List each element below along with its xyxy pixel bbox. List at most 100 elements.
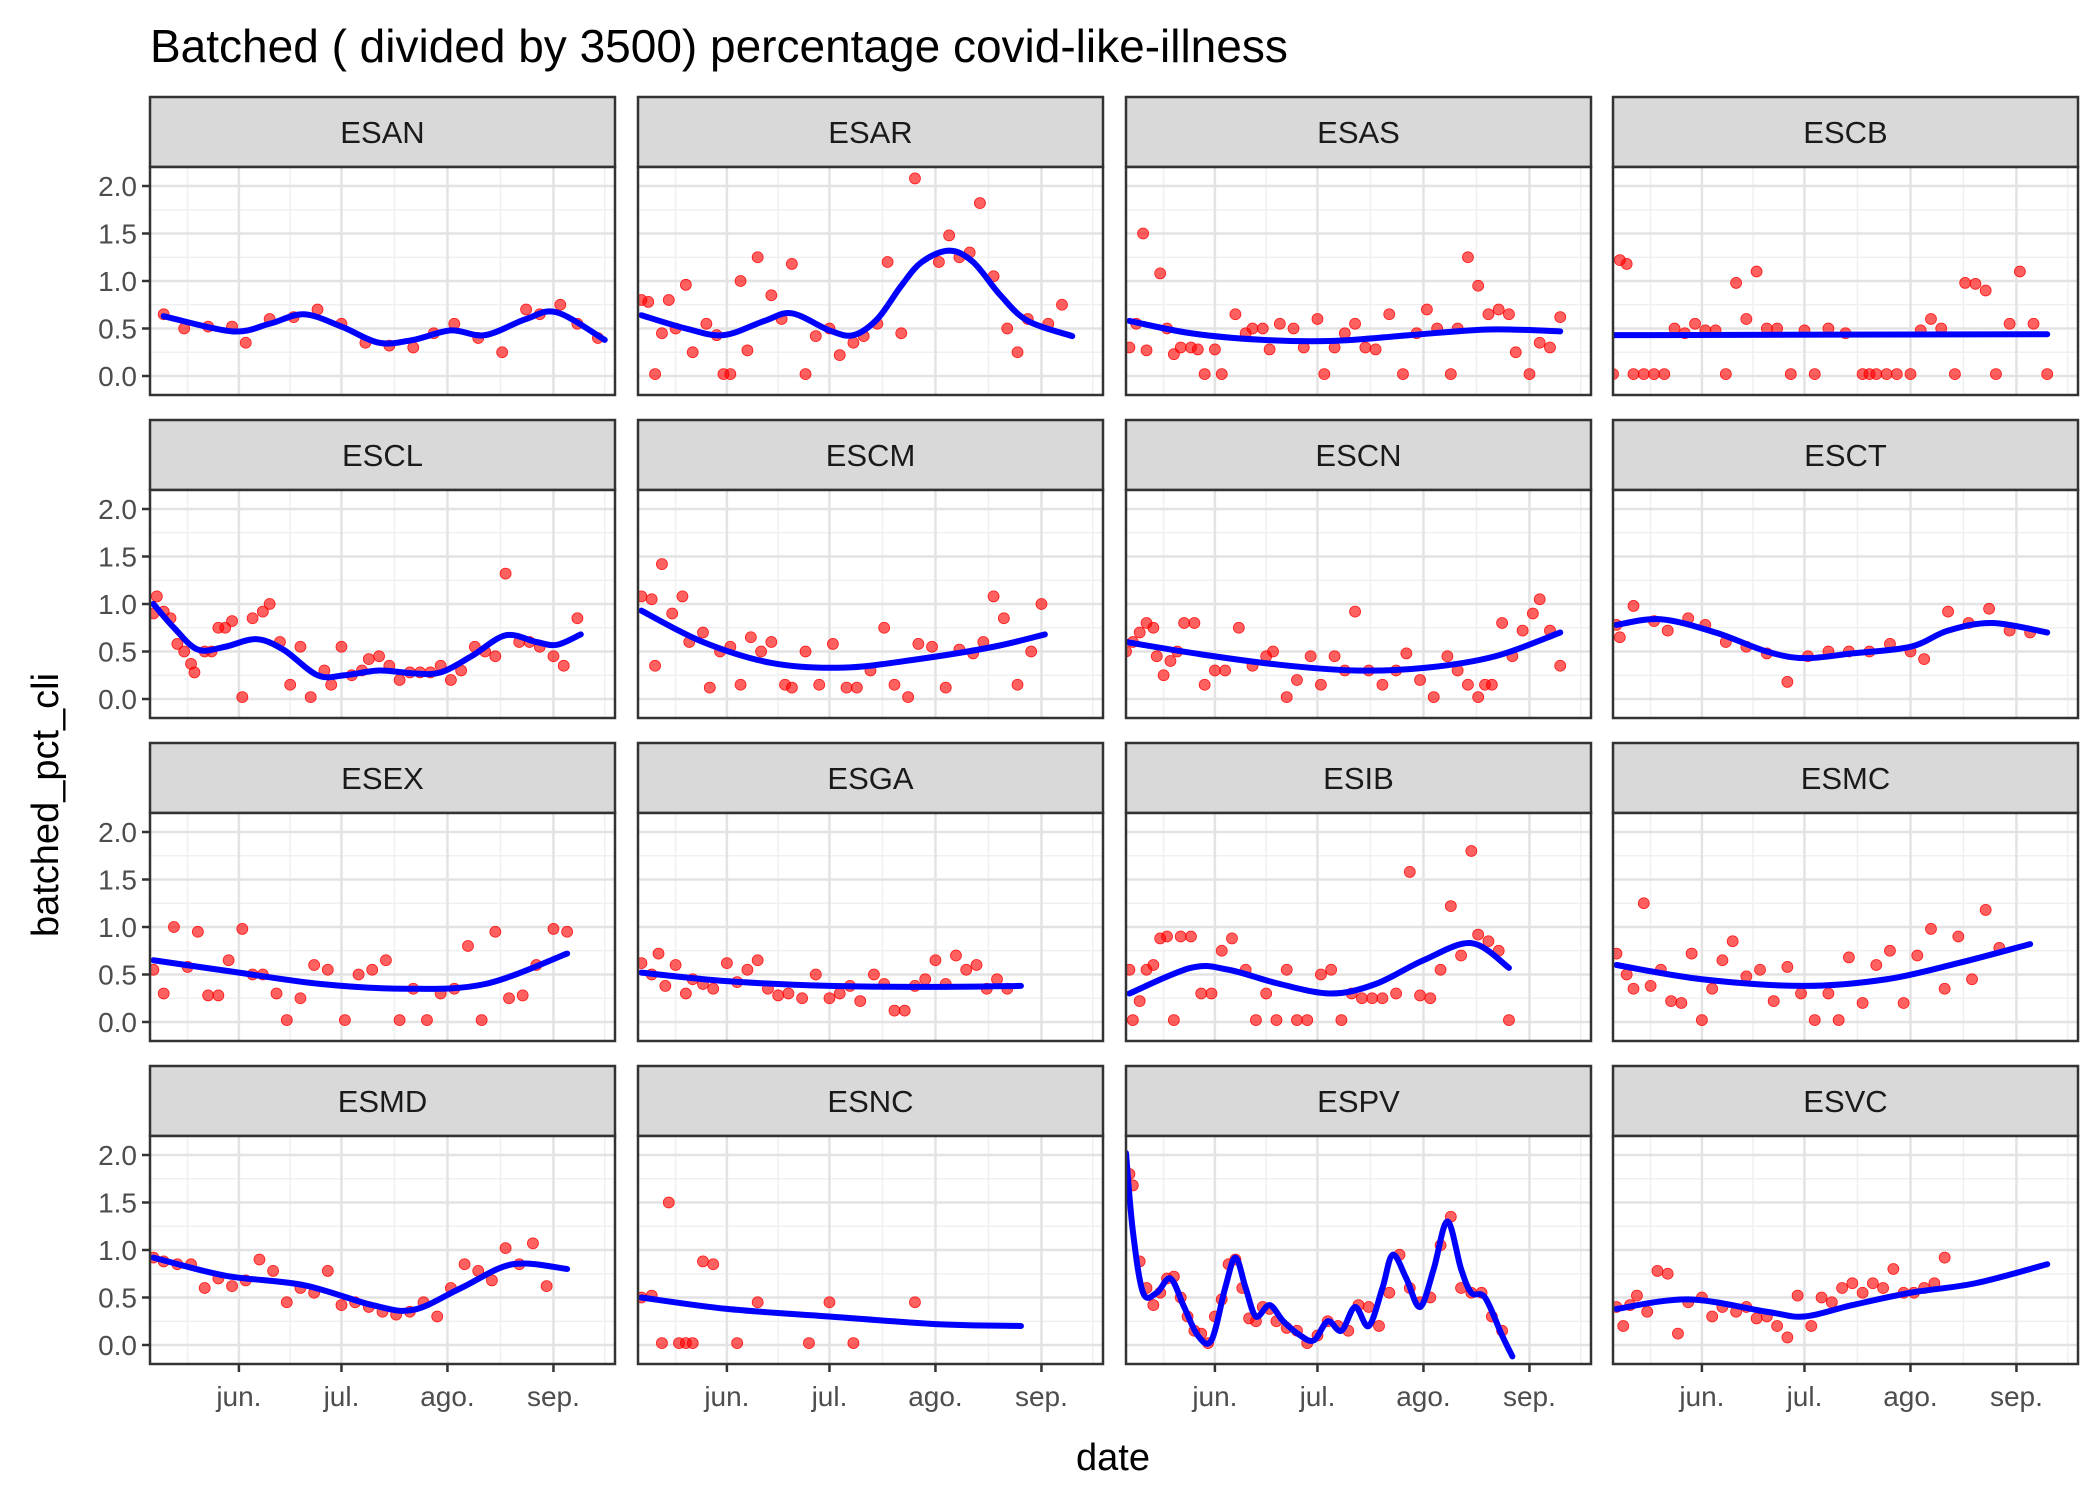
data-point <box>1631 1289 1643 1302</box>
data-point <box>1369 343 1382 356</box>
data-point <box>1627 600 1640 612</box>
data-layer <box>638 947 1024 1017</box>
facet-strip <box>148 418 617 492</box>
data-point <box>150 590 163 603</box>
facet-label: ESCT <box>1804 438 1887 473</box>
data-point <box>1637 368 1650 381</box>
data-point <box>1246 322 1259 335</box>
facet-strip <box>1124 1064 1593 1138</box>
facet-panel-esvc: ESVC jun. jul. ago. sep. <box>1611 1064 2080 1412</box>
data-point <box>1462 678 1474 691</box>
y-tick-label: 2.0 <box>98 1140 137 1171</box>
data-point <box>222 954 235 967</box>
data-point <box>444 674 457 686</box>
data-point <box>1969 277 1982 290</box>
data-point <box>720 957 733 969</box>
data-point <box>1672 1327 1684 1340</box>
data-point <box>1904 368 1917 381</box>
data-point <box>679 987 692 1000</box>
data-point <box>881 256 894 268</box>
data-point <box>1304 650 1317 663</box>
data-point <box>1716 954 1729 967</box>
data-point <box>697 626 709 639</box>
facet-strip <box>148 1064 617 1138</box>
data-point <box>1870 959 1883 971</box>
data-point <box>1482 308 1495 321</box>
data-point <box>751 954 764 967</box>
data-point <box>236 923 249 935</box>
data-point <box>1808 1014 1821 1026</box>
data-point <box>1637 897 1650 910</box>
data-point <box>1554 311 1567 324</box>
data-point <box>1154 267 1167 280</box>
data-point <box>662 294 675 306</box>
facet-panel-escn: ESCN <box>1124 418 1593 720</box>
data-layer <box>1613 600 2051 688</box>
data-point <box>1648 368 1660 381</box>
data-point <box>974 197 986 210</box>
data-point <box>840 681 853 694</box>
data-point <box>785 681 798 694</box>
data-point <box>826 638 839 650</box>
data-point <box>1147 621 1160 634</box>
data-point <box>1771 1320 1784 1332</box>
data-point <box>645 593 658 606</box>
data-point <box>1726 935 1739 948</box>
data-point <box>1232 621 1245 634</box>
facet-label: ESVC <box>1803 1084 1887 1119</box>
data-point <box>1188 617 1201 629</box>
data-point <box>1335 1014 1348 1026</box>
data-point <box>1011 678 1024 691</box>
data-point <box>1011 346 1024 359</box>
panel-border <box>1124 165 1593 397</box>
data-point <box>1383 1286 1396 1299</box>
facet-panel-esnc: ESNC jun. jul. ago. sep. <box>636 1064 1105 1412</box>
data-point <box>1126 963 1136 976</box>
fit-line <box>150 950 571 992</box>
data-point <box>697 1255 709 1268</box>
data-layer <box>1613 254 2054 381</box>
data-point <box>833 987 846 1000</box>
data-point <box>253 1253 266 1266</box>
data-point <box>1516 624 1529 637</box>
data-point <box>496 346 509 359</box>
data-point <box>2013 265 2026 278</box>
data-point <box>809 330 822 343</box>
fit-line <box>1126 1150 1516 1360</box>
data-point <box>321 963 334 976</box>
data-point <box>280 1296 293 1309</box>
data-point <box>1983 602 1996 615</box>
data-point <box>707 982 720 995</box>
data-point <box>987 590 1000 603</box>
data-point <box>1167 1014 1180 1026</box>
x-tick-label: sep. <box>1503 1381 1556 1412</box>
data-point <box>1366 992 1379 1005</box>
data-point <box>765 636 778 648</box>
data-point <box>1359 341 1372 354</box>
data-point <box>1925 313 1937 325</box>
data-point <box>823 1296 836 1309</box>
data-layer <box>1126 593 1567 703</box>
data-point <box>557 659 570 672</box>
data-point <box>1627 982 1640 995</box>
facet-label: ESCL <box>342 438 423 473</box>
data-point <box>1675 997 1688 1009</box>
data-point <box>263 598 276 610</box>
fit-line <box>638 969 1024 990</box>
data-point <box>1665 995 1678 1007</box>
facet-panel-espv: ESPV jun. jul. ago. sep. <box>1124 1064 1593 1412</box>
fit-line <box>1613 616 2051 662</box>
data-point <box>1884 944 1896 957</box>
facet-panel-esmd: ESMD 0.0 0.5 1.0 1.5 2.0 jun. jul. ago. sep. <box>98 1064 617 1412</box>
data-point <box>649 368 661 381</box>
y-tick-label: 1.0 <box>98 912 137 943</box>
data-point <box>1791 1289 1804 1302</box>
data-point <box>912 638 925 650</box>
data-point <box>970 959 983 971</box>
data-point <box>734 678 747 691</box>
data-point <box>895 327 908 340</box>
data-point <box>226 1280 238 1292</box>
data-point <box>1133 995 1146 1007</box>
data-point <box>1178 617 1191 629</box>
